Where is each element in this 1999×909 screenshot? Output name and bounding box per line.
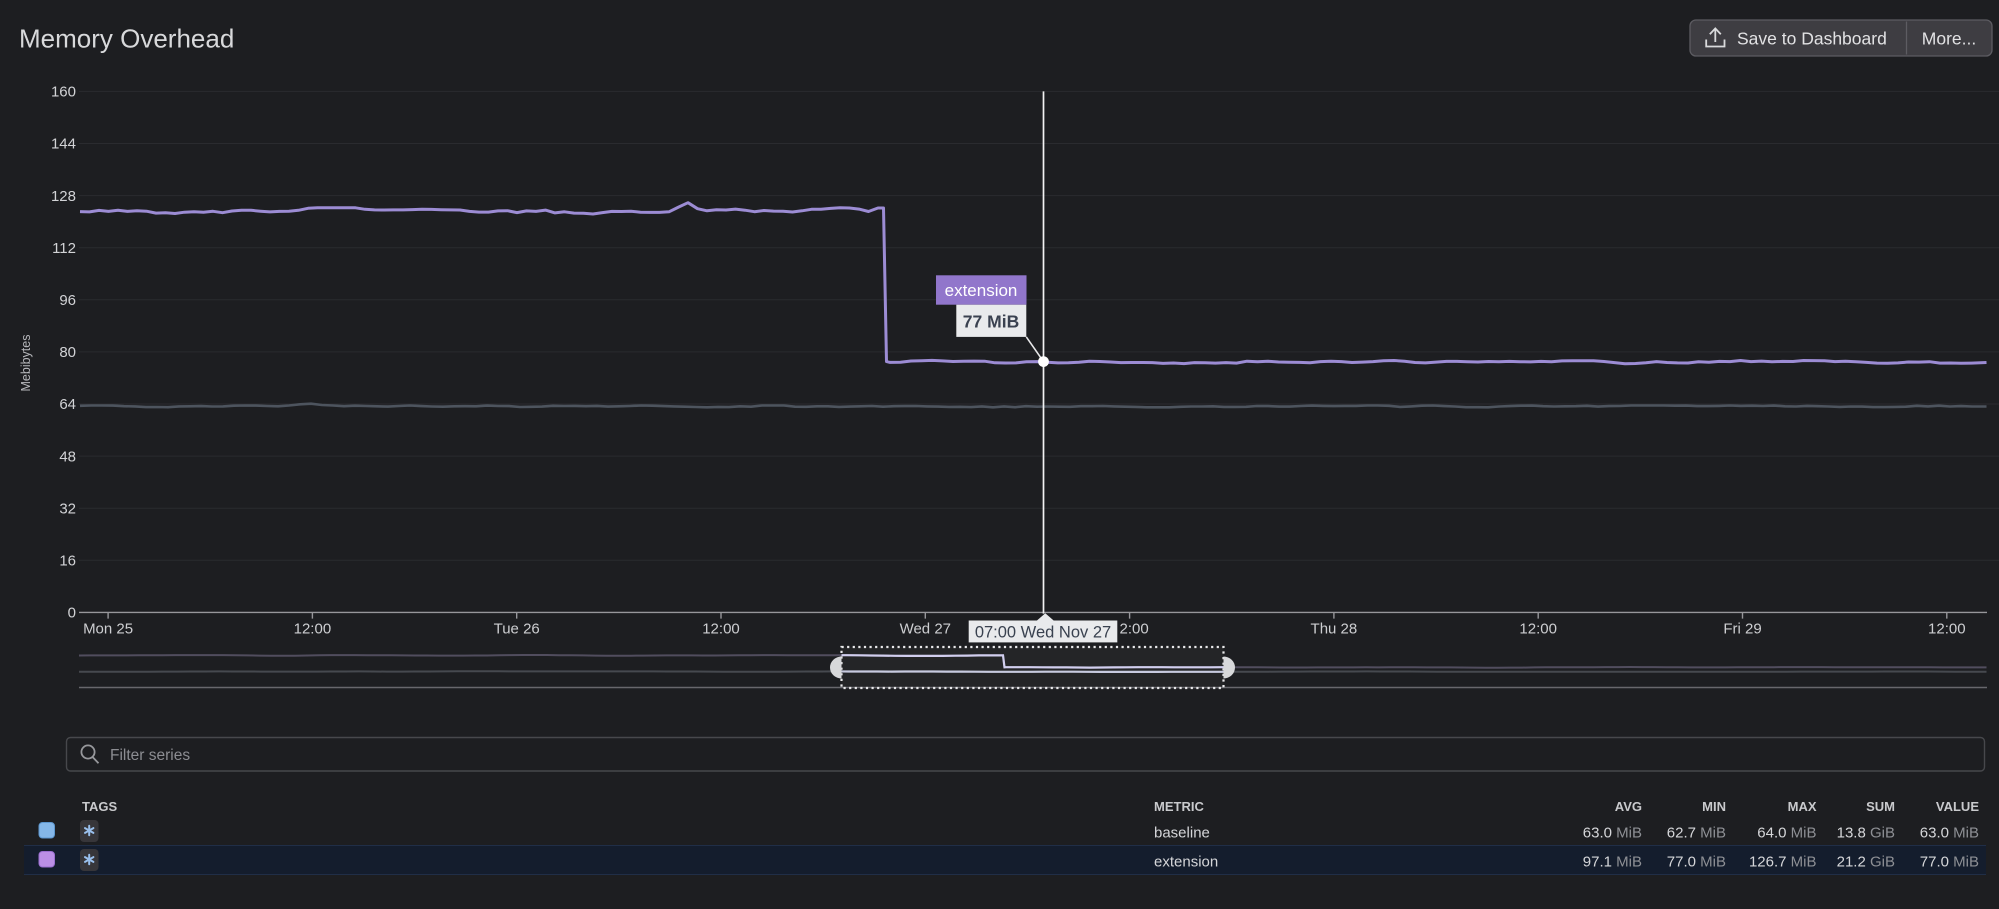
svg-text:62.7 MiB: 62.7 MiB — [1667, 825, 1726, 842]
svg-text:128: 128 — [51, 188, 76, 205]
svg-text:126.7 MiB: 126.7 MiB — [1749, 854, 1817, 871]
svg-text:64: 64 — [59, 396, 76, 413]
svg-text:77 MiB: 77 MiB — [963, 312, 1019, 332]
svg-text:12:00: 12:00 — [702, 621, 740, 638]
svg-text:07:00 Wed Nov 27: 07:00 Wed Nov 27 — [975, 623, 1111, 641]
svg-text:SUM: SUM — [1866, 799, 1895, 814]
svg-text:96: 96 — [59, 292, 76, 309]
svg-text:144: 144 — [51, 136, 76, 153]
svg-text:12:00: 12:00 — [1928, 621, 1966, 638]
svg-text:97.1 MiB: 97.1 MiB — [1583, 854, 1642, 871]
svg-text:64.0 MiB: 64.0 MiB — [1757, 825, 1816, 842]
svg-text:MAX: MAX — [1788, 799, 1817, 814]
svg-text:METRIC: METRIC — [1154, 799, 1204, 814]
svg-text:extension: extension — [945, 281, 1018, 300]
svg-text:TAGS: TAGS — [82, 799, 117, 814]
svg-text:77.0 MiB: 77.0 MiB — [1667, 854, 1726, 871]
svg-text:Wed 27: Wed 27 — [900, 621, 951, 638]
svg-text:80: 80 — [59, 344, 76, 361]
svg-text:2:00: 2:00 — [1120, 621, 1149, 638]
svg-text:32: 32 — [59, 500, 76, 517]
svg-text:Filter series: Filter series — [110, 747, 190, 764]
svg-text:63.0 MiB: 63.0 MiB — [1920, 825, 1979, 842]
svg-text:MIN: MIN — [1702, 799, 1726, 814]
svg-text:77.0 MiB: 77.0 MiB — [1920, 854, 1979, 871]
svg-text:13.8 GiB: 13.8 GiB — [1837, 825, 1895, 842]
svg-text:Thu 28: Thu 28 — [1311, 621, 1358, 638]
svg-text:0: 0 — [68, 605, 76, 622]
svg-text:63.0 MiB: 63.0 MiB — [1583, 825, 1642, 842]
svg-text:160: 160 — [51, 84, 76, 101]
svg-text:12:00: 12:00 — [1519, 621, 1557, 638]
svg-text:Mon 25: Mon 25 — [83, 621, 133, 638]
svg-text:More...: More... — [1922, 29, 1976, 49]
svg-text:baseline: baseline — [1154, 825, 1210, 842]
svg-text:12:00: 12:00 — [294, 621, 332, 638]
svg-text:Memory Overhead: Memory Overhead — [19, 24, 234, 54]
svg-text:48: 48 — [59, 448, 76, 465]
svg-text:extension: extension — [1154, 854, 1218, 871]
svg-text:Fri 29: Fri 29 — [1723, 621, 1761, 638]
svg-text:AVG: AVG — [1615, 799, 1642, 814]
svg-text:VALUE: VALUE — [1936, 799, 1979, 814]
svg-text:Tue 26: Tue 26 — [494, 621, 540, 638]
svg-text:112: 112 — [52, 240, 76, 257]
svg-text:21.2 GiB: 21.2 GiB — [1837, 854, 1895, 871]
svg-text:16: 16 — [59, 553, 76, 570]
svg-text:Save to Dashboard: Save to Dashboard — [1737, 29, 1887, 49]
svg-text:Mebibytes: Mebibytes — [19, 335, 33, 392]
